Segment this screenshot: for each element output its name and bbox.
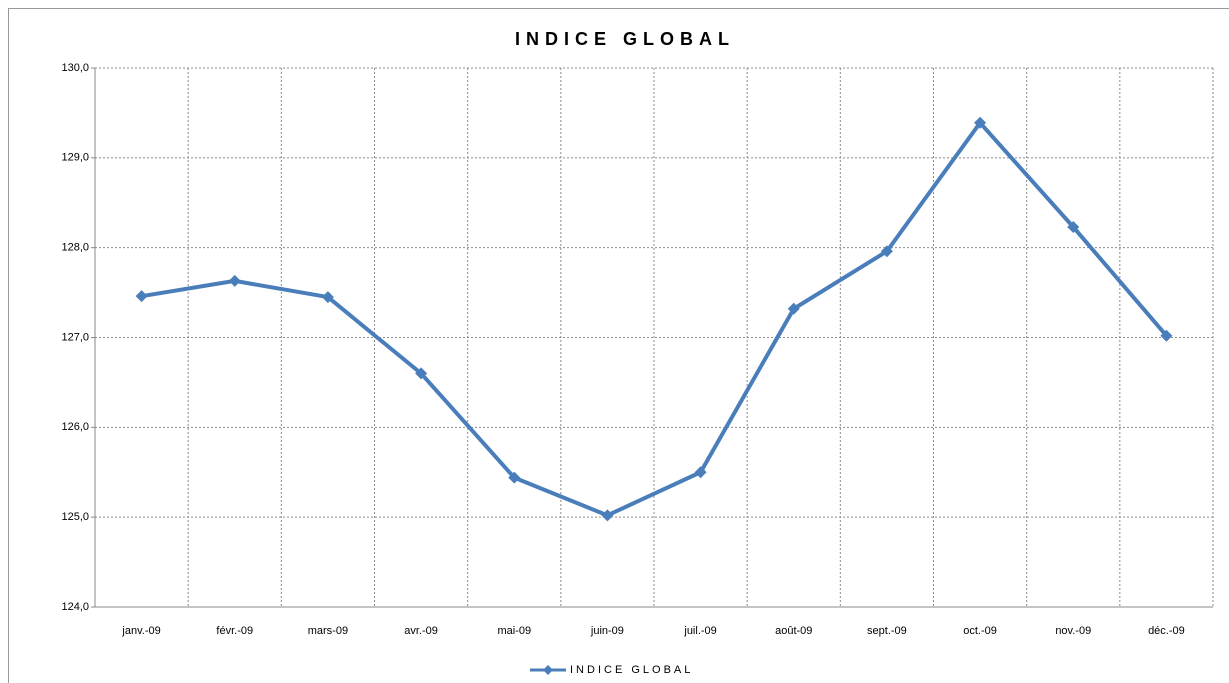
point-marker: [1067, 221, 1080, 234]
point-marker: [601, 509, 614, 522]
point-marker: [228, 274, 241, 287]
x-tick-label: janv.-09: [121, 625, 160, 637]
x-tick-label: nov.-09: [1055, 625, 1091, 637]
x-tick-label: oct.-09: [963, 625, 997, 637]
y-tick-label: 130,0: [61, 62, 89, 74]
x-tick-label: août-09: [775, 625, 812, 637]
point-marker: [321, 291, 334, 304]
point-marker: [508, 471, 521, 484]
legend-marker: [543, 665, 553, 675]
x-tick-label: juin-09: [590, 625, 624, 637]
chart-title: INDICE GLOBAL: [515, 29, 735, 49]
x-tick-label: mars-09: [308, 625, 348, 637]
x-tick-label: déc.-09: [1148, 625, 1185, 637]
point-marker: [1160, 329, 1173, 342]
x-tick-label: mai-09: [497, 625, 531, 637]
point-marker: [415, 367, 428, 380]
point-marker: [135, 290, 148, 303]
y-tick-label: 125,0: [61, 511, 89, 523]
y-tick-label: 129,0: [61, 152, 89, 164]
y-tick-label: 128,0: [61, 242, 89, 254]
point-marker: [880, 245, 893, 258]
x-tick-label: juil.-09: [683, 625, 716, 637]
y-tick-label: 124,0: [61, 601, 89, 613]
x-tick-label: févr.-09: [216, 625, 253, 637]
chart-frame: [8, 8, 1229, 683]
y-tick-label: 127,0: [61, 331, 89, 343]
point-marker: [974, 116, 987, 129]
point-marker: [787, 302, 800, 315]
point-marker: [694, 466, 707, 479]
y-tick-label: 126,0: [61, 421, 89, 433]
series-line: [141, 120, 1168, 518]
x-tick-label: sept.-09: [867, 625, 907, 637]
x-tick-label: avr.-09: [404, 625, 438, 637]
legend-label: INDICE GLOBAL: [570, 664, 693, 676]
